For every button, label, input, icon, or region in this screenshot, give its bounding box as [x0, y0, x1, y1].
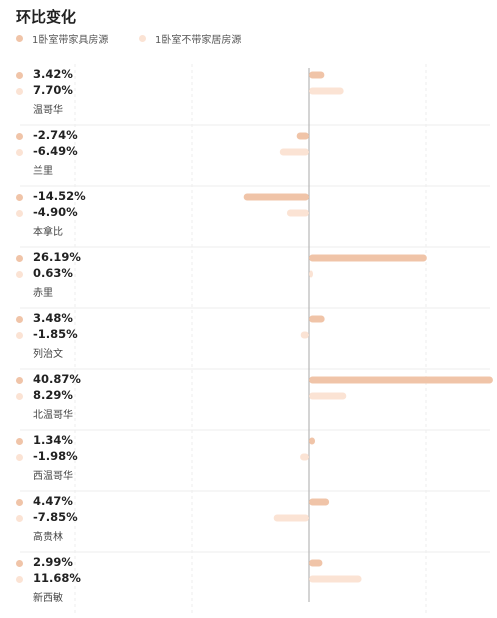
category-label: 北温哥华: [33, 410, 73, 421]
bar-furnished: [309, 437, 316, 445]
data-label-furnished: 4.47%: [33, 494, 73, 508]
bar-furnished: [309, 315, 325, 323]
data-label-furnished: 3.48%: [33, 311, 73, 325]
data-label-furnished: 1.34%: [33, 433, 73, 447]
series-dot-furnished: [16, 437, 23, 445]
category-label: 本拿比: [33, 227, 63, 238]
series-dot-furnished: [16, 315, 23, 323]
legend-item-furnished: 1卧室带家具房源: [16, 31, 108, 46]
series-dot-unfurnished: [16, 270, 23, 278]
series-dot-furnished: [16, 376, 23, 384]
data-label-unfurnished: 0.63%: [33, 266, 73, 280]
bar-unfurnished: [300, 453, 309, 461]
category-label: 赤里: [33, 288, 53, 299]
legend-label-furnished: 1卧室带家具房源: [32, 35, 109, 46]
series-dot-unfurnished: [16, 87, 23, 95]
data-label-unfurnished: 7.70%: [33, 83, 73, 97]
series-dot-unfurnished: [16, 148, 23, 156]
bar-unfurnished: [273, 514, 309, 522]
series-dot-furnished: [16, 71, 23, 79]
category-label: 兰里: [33, 166, 53, 177]
legend-label-unfurnished: 1卧室不带家居房源: [155, 35, 242, 46]
series-dot-furnished: [16, 193, 23, 201]
series-dot-furnished: [16, 498, 23, 506]
series-dot-furnished: [16, 254, 23, 262]
legend-dot-unfurnished: [139, 35, 146, 42]
series-dot-furnished: [16, 559, 23, 567]
data-label-furnished: 26.19%: [33, 250, 81, 264]
bar-furnished: [296, 132, 309, 140]
data-label-unfurnished: -1.85%: [33, 327, 78, 341]
category-label: 西温哥华: [33, 471, 73, 482]
data-label-unfurnished: 8.29%: [33, 388, 73, 402]
data-label-unfurnished: -6.49%: [33, 144, 78, 158]
bar-unfurnished: [309, 575, 362, 583]
bar-unfurnished: [309, 392, 347, 400]
legend-item-unfurnished: 1卧室不带家居房源: [139, 31, 241, 46]
bar-unfurnished: [286, 209, 309, 217]
data-label-furnished: 2.99%: [33, 555, 73, 569]
data-label-unfurnished: 11.68%: [33, 571, 81, 585]
data-label-furnished: 40.87%: [33, 372, 81, 386]
category-label: 温哥华: [33, 105, 63, 116]
category-label: 高贵林: [33, 532, 63, 543]
legend-dot-furnished: [16, 35, 23, 42]
series-dot-unfurnished: [16, 392, 23, 400]
series-dot-unfurnished: [16, 209, 23, 217]
data-label-unfurnished: -4.90%: [33, 205, 78, 219]
data-label-unfurnished: -1.98%: [33, 449, 78, 463]
data-label-furnished: -14.52%: [33, 189, 86, 203]
data-label-unfurnished: -7.85%: [33, 510, 78, 524]
bar-furnished: [309, 71, 325, 79]
data-label-furnished: 3.42%: [33, 67, 73, 81]
series-dot-unfurnished: [16, 514, 23, 522]
category-label: 列治文: [33, 349, 63, 360]
bar-furnished: [309, 559, 323, 567]
series-dot-unfurnished: [16, 453, 23, 461]
category-label: 新西敏: [33, 593, 63, 604]
bar-furnished: [243, 193, 309, 201]
bar-furnished: [309, 498, 330, 506]
bar-furnished: [309, 376, 493, 384]
data-label-furnished: -2.74%: [33, 128, 78, 142]
bar-unfurnished: [309, 87, 344, 95]
bar-unfurnished: [300, 331, 309, 339]
bar-furnished: [309, 254, 427, 262]
series-dot-unfurnished: [16, 575, 23, 583]
series-dot-unfurnished: [16, 331, 23, 339]
chart-title: 环比变化: [16, 8, 77, 26]
bar-unfurnished: [279, 148, 309, 156]
bar-unfurnished: [309, 270, 313, 278]
series-dot-furnished: [16, 132, 23, 140]
